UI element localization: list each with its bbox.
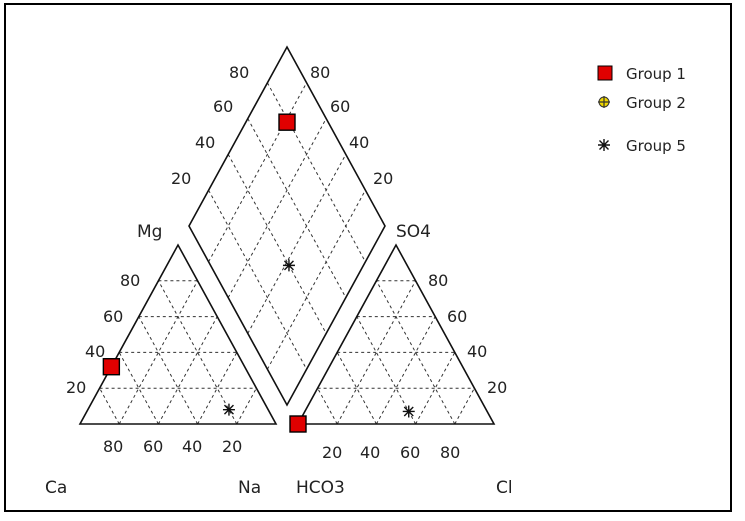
diamond-left-tick-label: 60 <box>213 97 233 116</box>
cation-bottom-tick-label: 40 <box>182 437 202 456</box>
cation-left-tick-label: 20 <box>66 378 86 397</box>
cl-label: Cl <box>496 478 513 498</box>
legend-item-group-2: Group 2 <box>598 94 686 112</box>
legend-label: Group 1 <box>626 65 686 83</box>
diamond-left-tick-label: 40 <box>195 133 215 152</box>
cation-left-tick-label: 40 <box>85 342 105 361</box>
legend-label: Group 2 <box>626 94 686 112</box>
grid-layer <box>99 82 475 425</box>
anion-grid-line <box>356 316 417 425</box>
legend-item-group-5: Group 5 <box>598 137 686 155</box>
anion-grid-line <box>415 352 456 425</box>
anion-grid-line <box>375 316 436 425</box>
diamond-left-tick-label: 20 <box>171 169 191 188</box>
anion-triangle <box>296 243 496 425</box>
cation-left-tick-label: 60 <box>103 307 123 326</box>
anion-bottom-tick-label: 40 <box>360 443 380 462</box>
cation-bottom-tick-label: 20 <box>222 437 242 456</box>
anion-right-tick-label: 60 <box>447 307 467 326</box>
cation-grid-line <box>157 316 218 425</box>
cation-grid-line <box>236 387 257 425</box>
diamond-grid-line <box>227 154 327 334</box>
diamond-grid-line <box>247 154 347 334</box>
legend: Group 1 Group 2 Group 5 <box>597 65 686 155</box>
hco3-label: HCO3 <box>296 478 345 498</box>
points-layer <box>102 113 415 433</box>
ca-label: Ca <box>45 478 67 498</box>
diamond <box>188 45 386 407</box>
so4-label: SO4 <box>396 222 431 242</box>
legend-item-group-1: Group 1 <box>597 65 686 83</box>
diamond-grid-line <box>208 189 308 370</box>
group-1-point <box>289 415 307 433</box>
plus-mark <box>598 96 610 108</box>
anion-grid-line <box>336 352 377 425</box>
na-label: Na <box>238 478 261 498</box>
outline-layer <box>78 45 496 425</box>
anion-grid-line <box>454 387 475 425</box>
cation-bottom-tick-label: 60 <box>143 437 163 456</box>
diamond-grid-line <box>208 82 308 263</box>
diamond-right-tick-label: 80 <box>310 63 330 82</box>
anion-right-tick-label: 20 <box>487 378 507 397</box>
cation-grid-line <box>138 316 199 425</box>
anion-bottom-tick-label: 80 <box>440 443 460 462</box>
diamond-right-tick-label: 20 <box>373 169 393 188</box>
group-1-point <box>102 358 121 376</box>
group-5-point <box>282 259 295 272</box>
diamond-left-tick-label: 80 <box>229 63 249 82</box>
square-marker-icon <box>597 65 613 81</box>
anion-right-tick-label: 80 <box>428 271 448 290</box>
cation-triangle <box>78 243 278 425</box>
anion-right-tick-label: 40 <box>467 342 487 361</box>
diamond-right-tick-label: 60 <box>330 97 350 116</box>
diamond-grid-line <box>247 118 347 298</box>
group-5-point <box>222 403 235 416</box>
anion-grid-line <box>317 387 338 425</box>
legend-label: Group 5 <box>626 137 686 155</box>
cation-grid-line <box>197 352 238 425</box>
mg-label: Mg <box>137 222 162 242</box>
diamond-right-tick-label: 40 <box>349 133 369 152</box>
cation-left-tick-label: 80 <box>120 271 140 290</box>
cation-bottom-tick-label: 80 <box>103 437 123 456</box>
group-1-point <box>278 113 296 131</box>
diamond-grid-line <box>266 189 366 370</box>
anion-bottom-tick-label: 20 <box>322 443 342 462</box>
anion-bottom-tick-label: 60 <box>400 443 420 462</box>
cation-grid-line <box>99 387 120 425</box>
asterisk-marker-icon <box>598 139 610 151</box>
cation-grid-line <box>118 352 159 425</box>
group-5-point <box>402 405 415 418</box>
diamond-grid-line <box>266 82 366 263</box>
diamond-grid-line <box>227 118 327 298</box>
